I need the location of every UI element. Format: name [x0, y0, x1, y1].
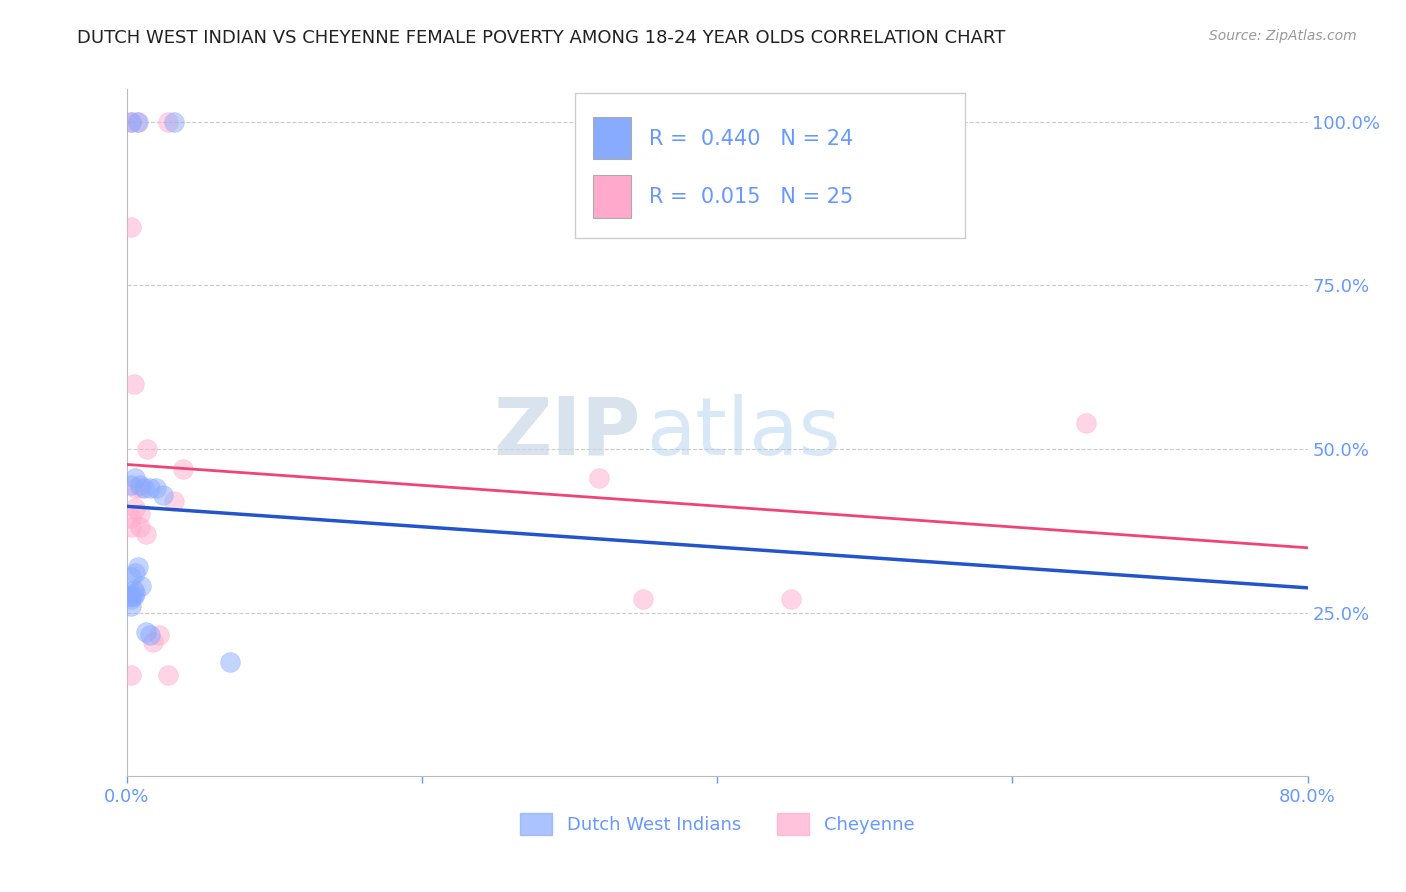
Bar — [593, 117, 631, 160]
Point — [127, 115, 149, 129]
Point — [588, 471, 610, 485]
Point — [124, 471, 146, 485]
Point — [219, 655, 242, 669]
Point — [156, 115, 179, 129]
Point — [122, 376, 145, 391]
Point — [142, 635, 165, 649]
Point — [120, 520, 142, 534]
Text: Source: ZipAtlas.com: Source: ZipAtlas.com — [1209, 29, 1357, 43]
Point — [120, 667, 142, 681]
Point — [125, 115, 148, 129]
Point — [148, 628, 170, 642]
Point — [124, 566, 146, 581]
Point — [127, 559, 149, 574]
Point — [124, 481, 146, 495]
Point — [145, 481, 167, 495]
Legend: Dutch West Indians, Cheyenne: Dutch West Indians, Cheyenne — [512, 806, 922, 843]
Point — [120, 592, 142, 607]
Point — [122, 589, 145, 603]
Text: ZIP: ZIP — [494, 393, 640, 472]
Point — [134, 481, 156, 495]
Point — [163, 115, 186, 129]
Bar — [593, 175, 631, 218]
Point — [136, 442, 159, 456]
Point — [135, 625, 157, 640]
Point — [120, 115, 142, 129]
Point — [120, 589, 142, 603]
Point — [120, 478, 142, 492]
Point — [1076, 416, 1098, 430]
Text: R =  0.015   N = 25: R = 0.015 N = 25 — [648, 187, 853, 207]
Point — [120, 589, 142, 603]
Text: DUTCH WEST INDIAN VS CHEYENNE FEMALE POVERTY AMONG 18-24 YEAR OLDS CORRELATION C: DUTCH WEST INDIAN VS CHEYENNE FEMALE POV… — [77, 29, 1005, 46]
Point — [124, 586, 146, 600]
Point — [120, 115, 142, 129]
Text: R =  0.440   N = 24: R = 0.440 N = 24 — [648, 128, 853, 149]
Point — [120, 569, 142, 583]
Point — [128, 520, 150, 534]
Point — [122, 582, 145, 597]
Point — [120, 599, 142, 613]
Point — [128, 481, 150, 495]
Point — [128, 508, 150, 522]
Point — [172, 461, 194, 475]
Text: atlas: atlas — [647, 393, 841, 472]
Point — [120, 510, 142, 524]
Point — [633, 592, 655, 607]
Point — [124, 500, 146, 515]
Point — [129, 579, 153, 593]
Point — [128, 478, 150, 492]
Point — [120, 219, 142, 234]
Point — [780, 592, 803, 607]
Point — [163, 494, 186, 508]
Point — [139, 481, 162, 495]
FancyBboxPatch shape — [575, 93, 965, 238]
Point — [152, 488, 174, 502]
Point — [156, 667, 179, 681]
Point — [120, 589, 142, 603]
Point — [135, 527, 157, 541]
Point — [139, 628, 162, 642]
